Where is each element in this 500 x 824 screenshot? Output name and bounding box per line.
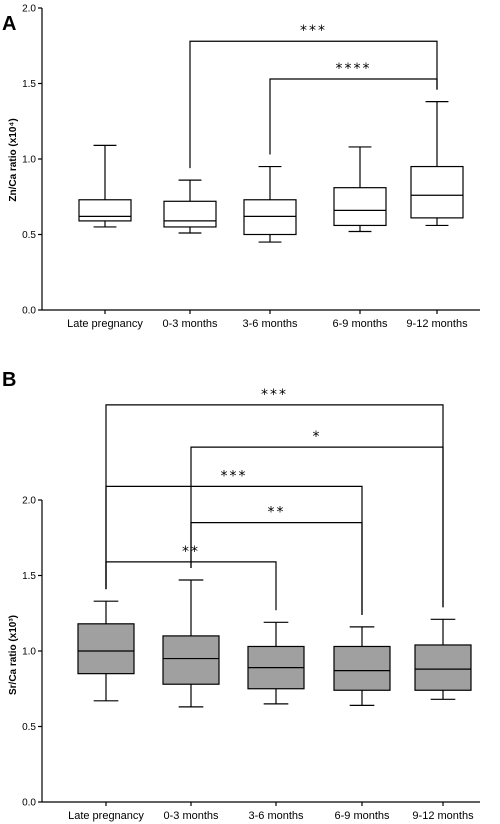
y-tick-label: 1.5	[22, 571, 36, 582]
panel-b-y-axis-title: Sr/Ca ratio (x10³)	[8, 615, 19, 695]
significance-bracket	[190, 522, 363, 615]
significance-bracket	[105, 561, 277, 611]
significance-label: *	[313, 429, 322, 445]
x-category-label: 6-9 months	[332, 318, 388, 330]
x-category-label: 3-6 months	[242, 318, 298, 330]
x-category-label: 3-6 months	[248, 810, 304, 822]
x-category-label: 0-3 months	[162, 318, 218, 330]
panel-a-letter: A	[2, 13, 16, 35]
significance-label: **	[182, 544, 200, 560]
significance-label: ****	[336, 61, 372, 77]
significance-bracket	[190, 446, 444, 608]
significance-bracket	[189, 40, 438, 169]
panel-a-y-axis-title: Zn/Ca ratio (x10⁴)	[8, 118, 19, 201]
x-category-label: 0-3 months	[163, 810, 219, 822]
box-iqr	[333, 187, 387, 227]
y-tick-label: 0.5	[22, 230, 36, 241]
panel-a: A Zn/Ca ratio (x10⁴) 0.0 0.5 1.0 1.5 2.0 Late…	[2, 4, 480, 330]
box-iqr	[162, 635, 220, 685]
y-tick-label: 2.0	[22, 496, 36, 507]
y-tick-label: 0.0	[22, 798, 36, 809]
x-category-label: 9-12 months	[412, 810, 474, 822]
significance-bracket	[105, 485, 363, 615]
box-iqr	[78, 199, 132, 222]
box-iqr	[77, 623, 135, 675]
x-category-label: 6-9 months	[334, 810, 390, 822]
box-iqr	[163, 200, 217, 228]
significance-label: ***	[300, 23, 327, 39]
significance-bracket	[269, 78, 438, 155]
box-iqr	[414, 644, 472, 691]
y-tick-label: 1.0	[22, 155, 36, 166]
x-category-label: 9-12 months	[406, 318, 468, 330]
box-iqr	[410, 165, 464, 219]
significance-label: ***	[261, 387, 288, 403]
panel-b-letter: B	[2, 369, 16, 391]
box-iqr	[243, 199, 297, 236]
y-tick-label: 0.0	[22, 306, 36, 317]
significance-label: **	[268, 505, 286, 521]
x-category-label: Late pregnancy	[68, 810, 144, 822]
significance-label: ***	[221, 468, 248, 484]
y-tick-label: 0.5	[22, 722, 36, 733]
x-category-label: Late pregnancy	[67, 318, 143, 330]
box-iqr	[333, 645, 391, 691]
y-tick-label: 1.0	[22, 647, 36, 658]
y-tick-label: 1.5	[22, 79, 36, 90]
panel-b: B Sr/Ca ratio (x10³) 0.0 0.5 1.0 1.5 2.0 Late…	[2, 369, 480, 822]
y-tick-label: 2.0	[22, 4, 36, 15]
